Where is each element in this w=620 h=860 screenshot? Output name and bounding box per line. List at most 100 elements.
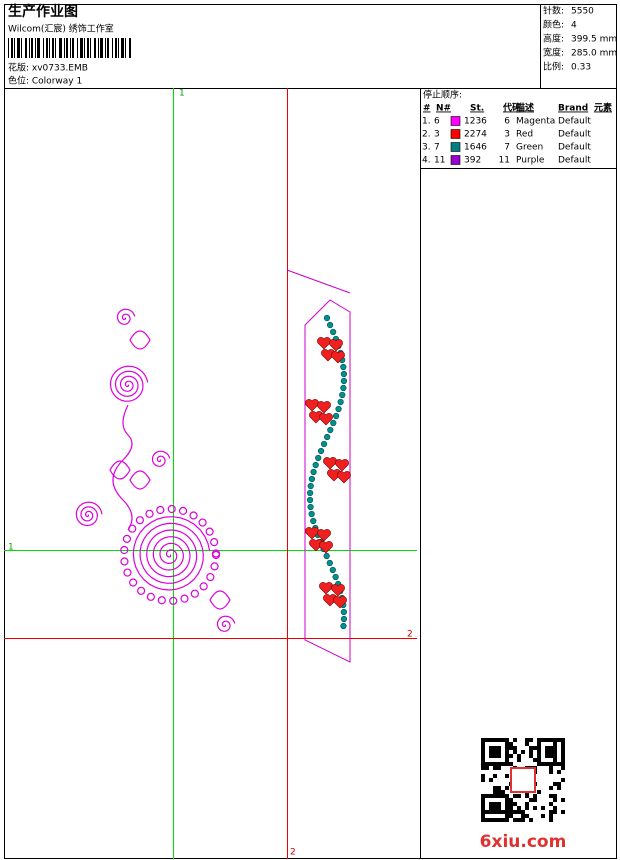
qr-cell: [509, 802, 513, 806]
qr-cell: [549, 770, 553, 774]
bead: [198, 518, 207, 527]
qr-cell: [513, 810, 517, 814]
qr-cell: [553, 810, 557, 814]
qr-cell: [549, 810, 553, 814]
stitch-dot: [307, 503, 314, 511]
motif: [305, 399, 319, 412]
qr-cell: [513, 750, 517, 754]
bead: [210, 562, 219, 571]
bead: [206, 572, 215, 582]
qr-cell: [489, 750, 493, 754]
table-cell: 1646: [464, 143, 487, 153]
qr-cell: [557, 782, 561, 786]
qr-cell: [493, 762, 497, 766]
leaf: [129, 470, 151, 490]
qr-cell: [481, 818, 485, 822]
stitch-dot: [306, 496, 314, 504]
table-cell: 7: [434, 143, 440, 153]
qr-cell: [489, 746, 493, 750]
colorway: 色位: Colorway 1: [8, 75, 82, 87]
column-header: Brand: [558, 104, 588, 114]
qr-cell: [481, 774, 485, 778]
qr-cell: [557, 786, 561, 790]
qr-cell: [485, 738, 489, 742]
qr-cell: [529, 738, 533, 742]
bead: [205, 527, 214, 536]
qr-cell: [501, 818, 505, 822]
qr-cell: [525, 802, 529, 806]
barcode: [8, 38, 131, 58]
qr-cell: [553, 762, 557, 766]
qr-cell: [545, 750, 549, 754]
column-header: #: [423, 104, 431, 114]
bead: [169, 596, 178, 605]
stitch-dot: [308, 475, 315, 483]
guide-label: 1: [179, 89, 185, 99]
qr-cell: [549, 746, 553, 750]
motif: [319, 413, 333, 426]
qr-cell: [489, 818, 493, 822]
barcode-bar: [43, 38, 44, 58]
qr-cell: [505, 762, 509, 766]
barcode-bar: [98, 38, 99, 58]
qr-cell: [481, 750, 485, 754]
qr-cell: [493, 766, 497, 770]
leaf: [109, 460, 131, 480]
motif: [333, 596, 347, 609]
qr-cell: [517, 806, 521, 810]
bead: [167, 504, 176, 514]
qr-cell: [553, 798, 557, 802]
stitch-dot: [308, 510, 315, 518]
stitch-dot: [340, 608, 347, 616]
qr-cell: [517, 758, 521, 762]
stitch-dot: [327, 426, 334, 434]
qr-cell: [505, 786, 509, 790]
qr-cell: [553, 806, 557, 810]
qr-cell: [529, 746, 533, 750]
barcode-bar: [25, 38, 27, 58]
qr-cell: [553, 746, 557, 750]
qr-cell: [485, 810, 489, 814]
qr-cell: [549, 802, 553, 806]
qr-cell: [521, 810, 525, 814]
qr-cell: [549, 738, 553, 742]
barcode-bar: [80, 38, 83, 58]
qr-cell: [497, 818, 501, 822]
column-header: St.: [470, 104, 484, 114]
qr-cell: [505, 746, 509, 750]
table-cell: Magenta: [516, 117, 555, 127]
qr-code: [481, 738, 565, 822]
qr-cell: [505, 794, 509, 798]
qr-cell: [521, 750, 525, 754]
bead: [180, 594, 189, 603]
qr-cell: [509, 742, 513, 746]
bead: [210, 538, 219, 547]
qr-cell: [561, 746, 565, 750]
table-cell: 2274: [464, 130, 487, 140]
qr-cell: [489, 778, 493, 782]
motif: [317, 529, 331, 542]
stitch-dot: [312, 461, 319, 469]
stitch-dot: [323, 314, 331, 322]
table-cell: 4.: [422, 156, 431, 166]
table-cell: 7: [504, 143, 510, 153]
bead: [178, 506, 188, 515]
qr-cell: [513, 794, 517, 798]
qr-cell: [481, 738, 485, 742]
qr-cell: [541, 814, 545, 818]
color-swatch: [450, 155, 461, 165]
column-header: N#: [436, 104, 451, 114]
stitch-dot: [340, 615, 348, 623]
table-cell: Green: [516, 143, 543, 153]
stem: [112, 404, 133, 531]
motif: [317, 337, 331, 350]
qr-cell: [505, 818, 509, 822]
stitch-dot: [335, 405, 342, 413]
qr-cell: [485, 766, 489, 770]
guide-label: 2: [407, 630, 413, 640]
qr-cell: [561, 742, 565, 746]
qr-cell: [509, 746, 513, 750]
qr-cell: [501, 790, 505, 794]
barcode-bar: [14, 38, 15, 58]
